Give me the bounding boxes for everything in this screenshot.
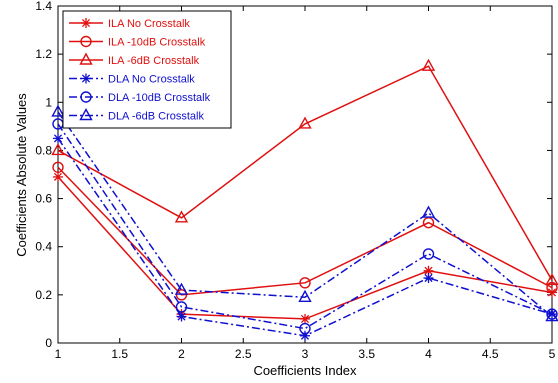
x-tick-label: 3 [302, 347, 309, 361]
data-point [298, 289, 312, 302]
legend-label: DLA No Crosstalk [108, 74, 195, 86]
series-3 [51, 58, 558, 286]
legend-marker [80, 35, 92, 48]
data-point [52, 161, 64, 173]
x-tick-label: 2 [178, 347, 185, 361]
marker-circle [80, 35, 92, 48]
data-point [299, 277, 311, 289]
marker-triangle [545, 309, 558, 322]
series-line [57, 123, 553, 330]
x-tick-label: 2.5 [235, 347, 252, 361]
series-2 [52, 161, 558, 301]
y-tick-label: 0.6 [35, 192, 52, 206]
marker-triangle [298, 289, 312, 302]
y-tick-label: 1.4 [35, 0, 52, 13]
marker-triangle [51, 104, 65, 117]
marker-circle [299, 277, 311, 289]
data-point [422, 248, 435, 260]
x-tick-label: 4 [425, 347, 432, 361]
data-point [53, 171, 63, 182]
series-5 [52, 118, 558, 335]
legend-label: ILA -10dB Crosstalk [108, 37, 206, 49]
data-point [175, 301, 188, 313]
y-axis-title: Coefficients Absolute Values [14, 93, 29, 257]
data-point [545, 309, 558, 322]
marker-stroke [81, 18, 91, 28]
data-point [299, 322, 311, 335]
legend: ILA No Crosstalk ILA -10dB Crosstalk ILA -… [62, 10, 232, 129]
y-tick-label: 0.4 [35, 240, 52, 254]
series-line [57, 111, 553, 318]
marker-triangle [174, 210, 189, 223]
series-line [57, 65, 553, 281]
x-tick-label: 1 [55, 347, 62, 361]
marker-stroke [424, 273, 433, 283]
data-point [174, 210, 189, 223]
legend-marker [81, 73, 91, 84]
x-tick-label: 5 [549, 347, 556, 361]
series-6 [51, 104, 558, 322]
marker-circle [422, 248, 435, 260]
marker-circle [175, 289, 188, 301]
marker-triangle [298, 116, 312, 129]
marker-triangle [51, 142, 65, 156]
x-tick-label: 1.5 [111, 347, 128, 361]
data-point [421, 58, 436, 71]
marker-stroke [177, 312, 186, 321]
legend-label: DLA -10dB Crosstalk [108, 92, 211, 104]
data-point [546, 281, 558, 294]
marker-triangle [545, 272, 558, 286]
marker-triangle [174, 282, 189, 295]
marker-stroke [53, 172, 63, 181]
data-point [423, 265, 434, 276]
data-point [300, 313, 310, 324]
x-tick-label: 4.5 [482, 347, 499, 361]
y-tick-label: 0.8 [35, 143, 52, 157]
marker-circle [175, 301, 188, 313]
series-line [57, 166, 553, 296]
x-axis-title: Coefficients Index [253, 363, 357, 378]
legend-marker [81, 18, 91, 28]
marker-triangle [421, 58, 436, 71]
data-point [175, 289, 188, 301]
legend-label: ILA No Crosstalk [108, 18, 190, 30]
marker-circle [299, 322, 311, 335]
y-tick-label: 0.2 [35, 288, 52, 302]
x-tick-label: 3.5 [358, 347, 375, 361]
marker-triangle [79, 52, 93, 65]
legend-box [62, 10, 232, 129]
data-point [545, 272, 558, 286]
marker-triangle [79, 108, 93, 121]
data-point [176, 311, 187, 322]
data-point [53, 133, 63, 144]
marker-circle [80, 91, 92, 103]
y-tick-label: 1.2 [35, 47, 52, 61]
legend-label: DLA -6dB Crosstalk [108, 111, 204, 123]
data-point [174, 282, 189, 295]
data-point [51, 104, 65, 117]
marker-circle [546, 281, 558, 294]
marker-circle [52, 161, 64, 173]
marker-stroke [300, 314, 310, 323]
marker-stroke [53, 134, 63, 143]
legend-marker [80, 91, 92, 103]
data-point [298, 116, 312, 129]
marker-triangle [421, 205, 436, 218]
series-4 [53, 133, 557, 341]
data-point [421, 205, 436, 218]
data-point [423, 273, 434, 284]
y-tick-label: 1 [45, 95, 52, 109]
legend-marker [79, 108, 93, 121]
data-point [51, 142, 65, 156]
marker-stroke [81, 74, 91, 83]
legend-label: ILA -6dB Crosstalk [108, 55, 200, 67]
legend-marker [79, 52, 93, 65]
y-tick-label: 0 [45, 336, 52, 350]
marker-stroke [424, 266, 433, 275]
